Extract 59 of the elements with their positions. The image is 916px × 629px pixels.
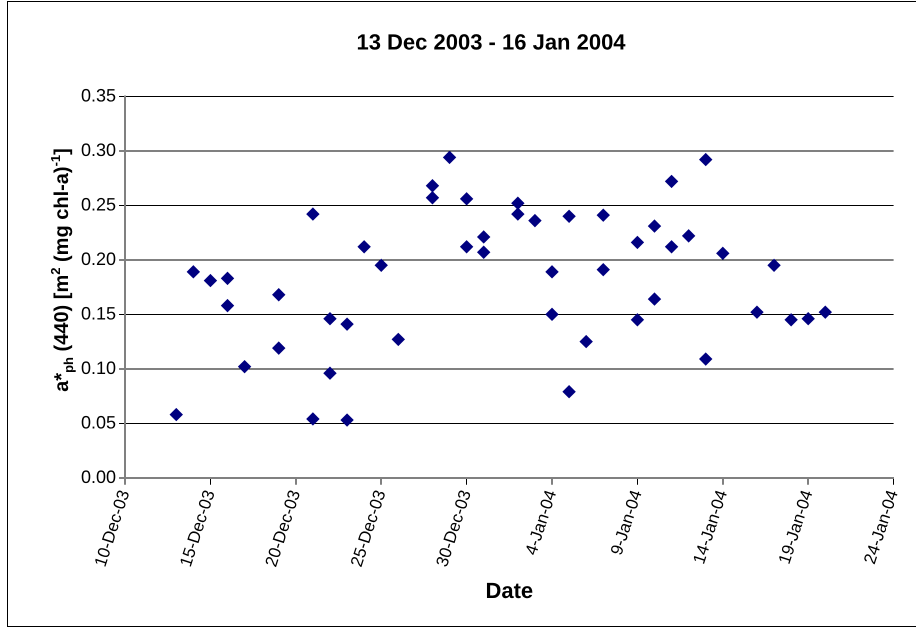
y-tick-label: 0.05 [80,412,116,432]
point [699,352,712,366]
point [596,208,610,222]
point [374,258,388,272]
point [272,342,286,355]
point [580,335,593,348]
point [323,366,336,380]
point [511,196,524,210]
point [306,412,320,426]
point [630,236,644,249]
y-tick-label: 0.00 [80,466,116,487]
point [443,150,456,164]
point [392,332,405,346]
point [528,214,542,228]
x-axis-title: Date [485,578,534,603]
point [546,265,559,278]
point [682,229,696,242]
point [665,174,678,188]
point [426,179,439,192]
point [323,312,336,326]
point [477,246,490,259]
point [716,246,730,260]
point [186,265,200,278]
y-tick-label: 0.20 [80,248,116,269]
y-tick-label: 0.35 [80,85,116,106]
point [802,312,815,326]
point [562,385,576,398]
point [221,299,234,312]
point [818,306,832,319]
point [221,272,234,285]
point [204,274,217,288]
point [358,240,371,254]
y-tick-label: 0.30 [80,140,116,160]
point [648,220,661,233]
point [546,308,559,321]
point [477,230,490,244]
y-tick-label: 0.25 [80,194,116,214]
point [596,263,610,276]
point [665,240,678,254]
point [426,191,439,204]
chart-title: 13 Dec 2003 - 16 Jan 2004 [356,29,626,54]
point [272,288,286,302]
point [768,258,781,272]
y-tick-label: 0.15 [80,303,116,324]
point [306,208,320,221]
point [699,153,712,166]
point [460,192,474,206]
point [630,313,644,326]
point [460,240,474,254]
point [784,313,798,326]
point [170,408,183,422]
point [750,306,764,319]
point [238,360,252,374]
point [511,208,524,221]
point [562,210,576,223]
point [340,318,354,331]
point [340,414,354,427]
y-tick-label: 0.10 [80,358,116,378]
point [648,292,661,306]
